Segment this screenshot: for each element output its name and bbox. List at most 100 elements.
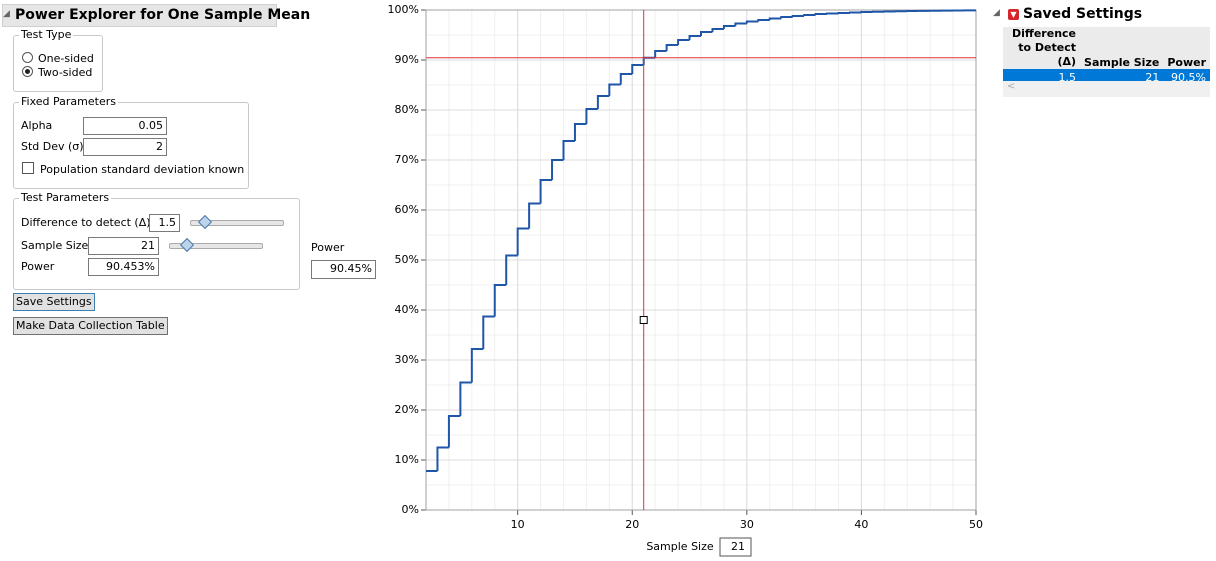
- step: [493, 284, 507, 317]
- saved-settings: ◢ ▼ Saved Settings Difference to Detect …: [993, 4, 1216, 97]
- step: [654, 50, 667, 58]
- group-label: Fixed Parameters: [19, 95, 118, 108]
- step: [619, 73, 633, 85]
- checkbox-label: Population standard deviation known: [40, 163, 245, 176]
- cell: 90.5%: [1171, 70, 1206, 84]
- step: [447, 415, 461, 448]
- cell: 21: [1145, 70, 1160, 84]
- step: [848, 11, 862, 14]
- test-parameters-group: Test Parameters Difference to detect (Δ)…: [13, 191, 300, 290]
- x-tick-label: 20: [625, 518, 639, 531]
- y-tick-label: 70%: [395, 153, 419, 166]
- saved-table: Difference to Detect (Δ) Sample Size Pow…: [1003, 27, 1210, 85]
- title-bar: ◢ Power Explorer for One Sample Mean: [2, 4, 310, 27]
- column-header: Sample Size: [1080, 27, 1164, 69]
- sd-input[interactable]: 2: [83, 138, 167, 156]
- step: [757, 19, 770, 22]
- diff-slider[interactable]: [190, 220, 284, 226]
- step: [436, 446, 449, 471]
- y-tick-label: 30%: [395, 353, 419, 366]
- step: [631, 64, 644, 74]
- step: [700, 31, 713, 36]
- diff-label: Difference to detect (Δ): [21, 216, 151, 229]
- alpha-input[interactable]: 0.05: [83, 117, 167, 135]
- diff-input[interactable]: 1.5: [149, 214, 180, 232]
- n-input[interactable]: 21: [88, 237, 159, 255]
- column-header: Difference to Detect (Δ): [1003, 27, 1081, 69]
- x-axis-label: Sample Size: [646, 540, 714, 553]
- step: [505, 254, 518, 285]
- y-tick-label: 60%: [395, 203, 419, 216]
- save-settings-button[interactable]: Save Settings: [13, 293, 95, 311]
- sd-label: Std Dev (σ): [21, 140, 84, 153]
- y-tick-label: 100%: [388, 3, 419, 16]
- step: [585, 108, 598, 124]
- step: [470, 348, 484, 383]
- crosshair-handle[interactable]: [639, 316, 648, 324]
- step: [596, 95, 610, 109]
- test-type-group: Test Type One-sided Two-sided: [13, 28, 103, 92]
- step: [528, 202, 541, 229]
- power-label: Power: [21, 260, 55, 273]
- radio-one-sided[interactable]: One-sided: [22, 52, 94, 65]
- y-tick-label: 90%: [395, 53, 419, 66]
- x-tick-label: 40: [854, 518, 868, 531]
- step: [688, 35, 701, 40]
- step: [539, 179, 553, 204]
- y-tick-label: 40%: [395, 303, 419, 316]
- step: [734, 22, 747, 26]
- x-tick-label: 10: [511, 518, 525, 531]
- n-slider[interactable]: [169, 243, 263, 249]
- option-label: Two-sided: [38, 66, 93, 79]
- step: [826, 12, 839, 15]
- known-checkbox[interactable]: Population standard deviation known: [22, 162, 244, 176]
- slider-thumb[interactable]: [197, 214, 213, 230]
- step: [803, 14, 816, 16]
- step: [791, 15, 805, 17]
- step: [608, 83, 621, 96]
- step: [745, 20, 759, 24]
- x-tick-label: 50: [969, 518, 983, 531]
- y-tick-label: 50%: [395, 253, 419, 266]
- step: [551, 159, 564, 180]
- menu-icon[interactable]: ▼: [1008, 9, 1019, 20]
- step: [722, 25, 736, 29]
- step: [562, 140, 575, 160]
- y-tick-label: 10%: [395, 453, 419, 466]
- plot-frame: [425, 9, 977, 511]
- x-value: 21: [731, 540, 745, 553]
- step: [780, 16, 793, 19]
- slider-thumb[interactable]: [179, 237, 195, 253]
- step: [482, 315, 495, 349]
- alpha-label: Alpha: [21, 119, 53, 132]
- step: [665, 44, 679, 51]
- step: [814, 13, 828, 15]
- cell: 1.5: [1058, 70, 1077, 84]
- y-tick-label: 0%: [402, 503, 419, 516]
- radio-two-sided[interactable]: Two-sided: [22, 66, 92, 79]
- scrollbar[interactable]: <: [1003, 81, 1210, 97]
- fixed-parameters-group: Fixed Parameters Alpha 0.05 Std Dev (σ) …: [13, 95, 249, 189]
- n-label: Sample Size: [21, 239, 89, 252]
- power-input[interactable]: 90.453%: [88, 258, 159, 276]
- data-collection-button[interactable]: Make Data Collection Table: [13, 317, 168, 335]
- option-label: One-sided: [38, 52, 94, 65]
- column-header: Power: [1163, 27, 1210, 69]
- step: [459, 381, 472, 416]
- power-box: 90.45%: [311, 260, 376, 279]
- step: [837, 12, 850, 14]
- step: [573, 123, 587, 141]
- power-box-label: Power: [311, 241, 345, 254]
- group-label: Test Type: [19, 28, 74, 41]
- step: [711, 28, 724, 32]
- y-tick-label: 80%: [395, 103, 419, 116]
- step: [516, 227, 530, 256]
- step: [677, 39, 690, 45]
- x-value-box[interactable]: [719, 537, 752, 557]
- panel-title: Power Explorer for One Sample Mean: [15, 7, 311, 23]
- y-tick-label: 20%: [395, 403, 419, 416]
- step: [860, 11, 873, 13]
- saved-title: Saved Settings: [1023, 6, 1143, 22]
